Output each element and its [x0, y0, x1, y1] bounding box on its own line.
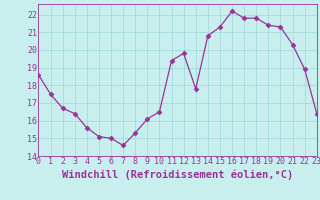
- X-axis label: Windchill (Refroidissement éolien,°C): Windchill (Refroidissement éolien,°C): [62, 169, 293, 180]
